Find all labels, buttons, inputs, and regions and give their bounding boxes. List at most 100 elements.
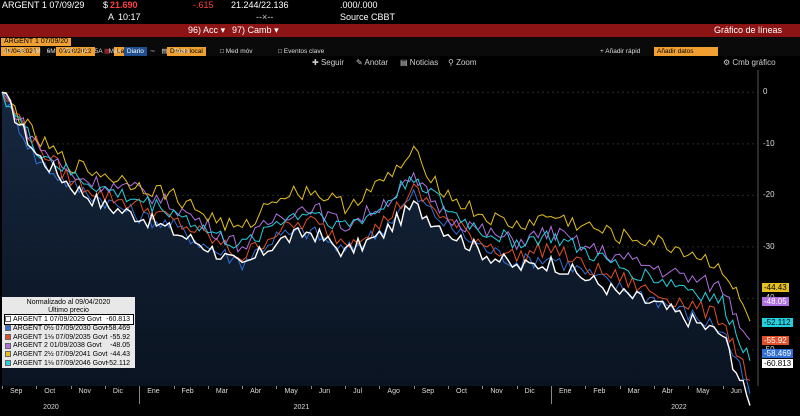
legend-swatch (5, 324, 11, 331)
camb-menu[interactable]: 97) Camb ▾ (232, 25, 279, 35)
x-tick: Sep (10, 388, 23, 395)
last-value-label: -58.469 (762, 349, 794, 358)
x-tick-mark (139, 386, 141, 404)
calendar-icon[interactable]: ▦ (104, 48, 111, 55)
x-tick-mark (619, 386, 621, 389)
legend-swatch (5, 333, 11, 340)
x-tick: Feb (181, 388, 194, 395)
x-tick: May (284, 388, 298, 395)
timeframe-ytd[interactable]: YTD (61, 48, 75, 55)
legend-item[interactable]: ARGENT 1 07/09/2029 Govt -60.813 (4, 314, 134, 325)
quote-header: ARGENT 1 07/09/29 $ ​21.690 -.615 21.244… (0, 0, 800, 11)
quote-subheader: A 10:17 --×-- Source CBBT (0, 11, 800, 24)
line-style-icon[interactable]: ∼ (149, 48, 156, 55)
period-selector[interactable]: Diario (123, 47, 147, 56)
chart-type-title: Gráfico de líneas (713, 25, 782, 35)
x-tick-mark (36, 386, 38, 389)
series-line-2 (1, 92, 751, 381)
news-icon: ▤ (400, 58, 408, 67)
legend-value: -52.112 (106, 360, 130, 367)
gear-icon: ⚙ (723, 58, 731, 67)
x-tick: Jun (318, 388, 331, 395)
price-chart[interactable] (0, 70, 800, 416)
x-tick-mark (242, 386, 244, 389)
timeframe-5a[interactable]: 5A (94, 48, 103, 55)
x-tick-mark (70, 386, 72, 389)
legend-swatch (5, 342, 11, 349)
legend-item[interactable]: ARGENT 2 01/09/2038 Govt -48.05 (5, 341, 133, 350)
x-tick-mark (722, 386, 724, 389)
x-tick: Mar (627, 388, 640, 395)
x-tick-mark (413, 386, 415, 389)
y-tick-0: 0 (763, 87, 768, 97)
legend-swatch (5, 351, 11, 358)
legend-item[interactable]: ARGENT 2½ 07/09/2041 Govt -44.43 (5, 350, 133, 359)
add-quick-data-button[interactable]: + Añadir rápid (600, 48, 641, 55)
ticker-label[interactable]: ARGENT 1 07/09/29 (2, 0, 85, 10)
last-value-label: -52.112 (762, 318, 793, 327)
quote-time: 10:17 (118, 12, 141, 22)
legend-name: ARGENT 2½ 07/09/2041 Govt (13, 351, 108, 359)
legend-item[interactable]: ARGENT 1⅛ 07/09/2046 Govt -52.112 (5, 359, 133, 368)
legend-swatch (5, 316, 11, 323)
bid-ask-size: .000/.000 (340, 0, 378, 10)
follow-button[interactable]: ✚ Seguir (312, 58, 345, 67)
legend-swatch (5, 360, 11, 367)
x-tick: Ene (558, 388, 572, 395)
x-tick-mark (173, 386, 175, 389)
annotate-button[interactable]: ✎ Anotar (356, 58, 389, 67)
x-tick-mark (653, 386, 655, 389)
x-tick: Oct (44, 388, 56, 395)
legend-item[interactable]: ARGENT 1⅛ 07/09/2035 Govt -55.92 (5, 333, 133, 342)
bid-ask: 21.244/22.136 (231, 0, 289, 10)
x-tick-mark (276, 386, 278, 389)
end-date-field[interactable]: 09/28/2022 (56, 47, 95, 56)
add-data-field[interactable]: Añadir datos (654, 47, 718, 56)
chart-icon[interactable]: ▤ (161, 48, 168, 55)
x-tick-mark (310, 386, 312, 389)
security-field[interactable]: ARGENT 1 07/09/20 (1, 38, 72, 46)
timeframe-6m[interactable]: 6M (46, 48, 56, 55)
magnifier-icon: ⚲ (448, 58, 454, 67)
legend-item[interactable]: ARGENT 0½ 07/09/2030 Govt -58.469 (5, 324, 133, 333)
year-label: 2022 (671, 404, 687, 411)
x-tick-mark (688, 386, 690, 389)
y-tick-30: -30 (763, 241, 775, 251)
pencil-icon: ✎ (356, 58, 363, 67)
chart-options-button[interactable]: ⚙ Cmb gráfico (723, 58, 776, 67)
currency-selector[interactable]: Divisa local (167, 47, 206, 56)
news-button[interactable]: ▤ Noticias (400, 58, 439, 67)
x-tick: Jul (353, 388, 363, 395)
table-tab[interactable]: Tabla (173, 48, 190, 55)
x-tick: Feb (593, 388, 606, 395)
acc-menu[interactable]: 96) Acc ▾ (188, 25, 226, 35)
moving-average-toggle[interactable]: □ Med móv (220, 48, 253, 55)
checkbox-icon: □ (220, 48, 224, 55)
timeframe-1d[interactable]: 1D (3, 48, 12, 55)
zoom-button[interactable]: ⚲ Zoom (448, 58, 477, 67)
timeframe-3d[interactable]: 3D (17, 48, 26, 55)
legend-value: -44.43 (110, 351, 130, 359)
x-tick-mark (516, 386, 518, 389)
timeframe-max[interactable]: Máx (108, 48, 121, 55)
timeframe-1m[interactable]: 1M (31, 48, 41, 55)
timeframe-1a[interactable]: 1A (80, 48, 89, 55)
legend-value: -55.92 (110, 333, 130, 341)
x-tick: Ene (147, 388, 160, 395)
x-tick: Nov (490, 388, 503, 395)
key-events-toggle[interactable]: □ Eventos clave (278, 48, 325, 55)
last-value-label: -44.43 (762, 283, 789, 292)
y-tick-10: -10 (763, 138, 775, 148)
x-tick: May (696, 388, 710, 395)
x-tick-mark (345, 386, 347, 389)
x-tick-mark (379, 386, 381, 389)
start-date-field[interactable]: 09/04/2020 (1, 47, 40, 56)
price-change: -.615 (193, 0, 214, 10)
x-tick-mark (2, 386, 3, 389)
legend-name: ARGENT 1⅛ 07/09/2035 Govt (13, 333, 108, 341)
chart-legend[interactable]: Normalizado al 09/04/2020 Último precio … (2, 297, 135, 368)
last-value-label: -55.92 (762, 336, 789, 345)
last-price: ​21.690 (110, 0, 138, 10)
camb-num: 97) (232, 25, 246, 35)
x-tick: Jun (730, 388, 742, 395)
